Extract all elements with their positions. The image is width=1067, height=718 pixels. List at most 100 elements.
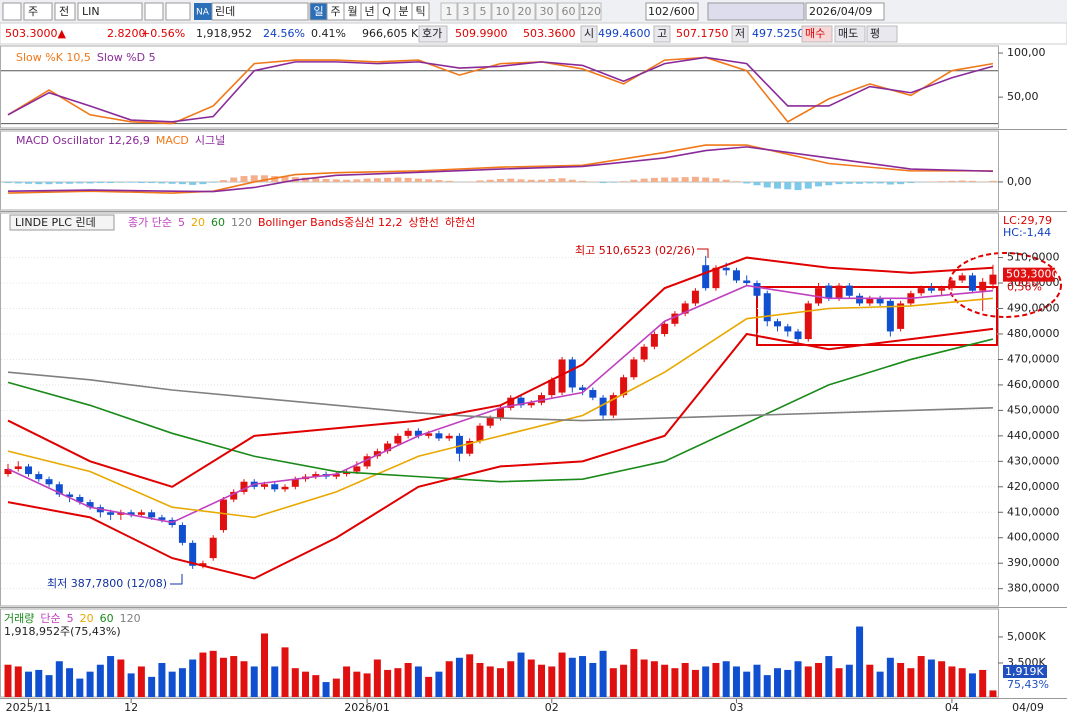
oscillator-bar bbox=[732, 181, 740, 182]
info-label-bg bbox=[866, 25, 898, 43]
candle-body bbox=[291, 479, 299, 487]
na: NA bbox=[196, 8, 210, 18]
oscillator-bar bbox=[661, 177, 669, 182]
candle-body bbox=[886, 300, 894, 332]
legend-text: 120 bbox=[231, 216, 252, 229]
oscillator-bar bbox=[261, 175, 268, 182]
y-tick-label: 420,0000 bbox=[1007, 480, 1060, 493]
candle-body bbox=[517, 397, 525, 406]
candle-body bbox=[527, 402, 535, 406]
period-label: 주 bbox=[330, 5, 340, 18]
oscillator-bar bbox=[14, 181, 22, 184]
oscillator-bar bbox=[219, 180, 227, 182]
interval-button[interactable] bbox=[513, 2, 536, 21]
kind-select[interactable] bbox=[54, 2, 76, 21]
oscillator-bar bbox=[486, 179, 494, 182]
info-value: 507.1750 bbox=[676, 27, 729, 40]
volume-bar bbox=[732, 666, 740, 697]
sound-button[interactable] bbox=[165, 2, 191, 21]
oscillator-bar bbox=[250, 175, 258, 182]
oscillator-bar bbox=[691, 176, 699, 182]
info-value: 고 bbox=[657, 27, 667, 40]
symbol-input[interactable] bbox=[77, 2, 143, 21]
oscillator-bar bbox=[743, 181, 751, 184]
symbol: LIN bbox=[82, 5, 100, 18]
period-button[interactable] bbox=[411, 2, 430, 21]
info-value: 1,918,952 bbox=[196, 27, 252, 40]
oscillator-bar bbox=[579, 180, 587, 182]
legend-text: MACD Oscillator 12,26,9 bbox=[16, 134, 150, 147]
tool-icons[interactable] bbox=[707, 2, 805, 21]
interval-button[interactable] bbox=[491, 2, 514, 21]
oscillator-bar bbox=[137, 181, 145, 184]
candle-body bbox=[404, 430, 412, 436]
oscillator-bar bbox=[558, 178, 566, 182]
oscillator-bar bbox=[609, 181, 617, 183]
legend-text: 120 bbox=[120, 612, 141, 625]
interval-button[interactable] bbox=[457, 2, 475, 21]
volume-bar bbox=[589, 662, 597, 697]
interval-button[interactable] bbox=[474, 2, 492, 21]
search-button[interactable] bbox=[144, 2, 164, 21]
candle-body bbox=[948, 280, 956, 289]
volume-bar bbox=[96, 664, 104, 697]
last-volume: 1,919K bbox=[1005, 665, 1044, 678]
candle-body bbox=[927, 288, 935, 291]
oscillator-bar bbox=[866, 181, 874, 184]
candle-body bbox=[240, 481, 248, 492]
volume-bar bbox=[907, 668, 915, 697]
volume-bar bbox=[219, 657, 227, 697]
name-box[interactable] bbox=[211, 2, 309, 21]
info-value: 966,605 K bbox=[362, 27, 419, 40]
candle-body bbox=[107, 512, 115, 515]
info-value: 2.8200 bbox=[107, 27, 146, 40]
volume-bar bbox=[548, 666, 556, 697]
volume-bar bbox=[445, 661, 453, 697]
candle-body bbox=[856, 295, 864, 304]
date-box[interactable] bbox=[805, 2, 885, 21]
count-box[interactable] bbox=[645, 2, 699, 21]
volume-bar bbox=[353, 671, 361, 697]
candle-body bbox=[876, 298, 884, 304]
market-select[interactable] bbox=[23, 2, 53, 21]
volume-bar bbox=[640, 659, 648, 697]
count: 102 bbox=[648, 5, 669, 18]
legend-text: 60 bbox=[211, 216, 225, 229]
legend-text: Bollinger Bands중심선 12,2 bbox=[258, 216, 403, 229]
oscillator-bar bbox=[332, 179, 340, 182]
oscillator-bar bbox=[548, 178, 556, 182]
oscillator-bar bbox=[650, 177, 658, 182]
info-value: 매수 bbox=[805, 27, 825, 40]
x-tick-label: 04 bbox=[945, 701, 959, 714]
volume-bar bbox=[979, 669, 987, 697]
info-label-bg bbox=[653, 25, 671, 43]
volume-bar bbox=[722, 661, 730, 697]
indicator-line bbox=[7, 56, 994, 125]
interval-button[interactable] bbox=[535, 2, 558, 21]
candle-body bbox=[332, 474, 340, 477]
interval-button[interactable] bbox=[579, 2, 602, 21]
candle-body bbox=[661, 323, 669, 334]
candle-body bbox=[425, 433, 433, 436]
candle-body bbox=[496, 407, 504, 419]
icon[interactable] bbox=[2, 2, 22, 21]
volume-bar bbox=[35, 669, 43, 697]
last-price: 503,3000 bbox=[1006, 268, 1059, 281]
y-tick-label: 0,00 bbox=[1007, 175, 1032, 188]
volume-bar bbox=[917, 656, 925, 697]
volume-bar bbox=[178, 668, 186, 697]
volume-bar bbox=[425, 676, 433, 697]
volume-bar bbox=[938, 661, 946, 697]
count-max: /600 bbox=[670, 5, 695, 18]
interval-button[interactable] bbox=[440, 2, 458, 21]
candle-body bbox=[732, 270, 740, 281]
y-tick-label: 390,0000 bbox=[1007, 556, 1060, 569]
interval-button[interactable] bbox=[557, 2, 580, 21]
lc-label: LC:29,79 bbox=[1003, 214, 1052, 227]
oscillator-bar bbox=[856, 181, 864, 184]
oscillator-bar bbox=[784, 181, 792, 190]
volume-bar bbox=[681, 662, 689, 697]
candle-body bbox=[691, 290, 699, 304]
indicator-line bbox=[7, 338, 994, 483]
interval-label: 10 bbox=[496, 5, 510, 18]
